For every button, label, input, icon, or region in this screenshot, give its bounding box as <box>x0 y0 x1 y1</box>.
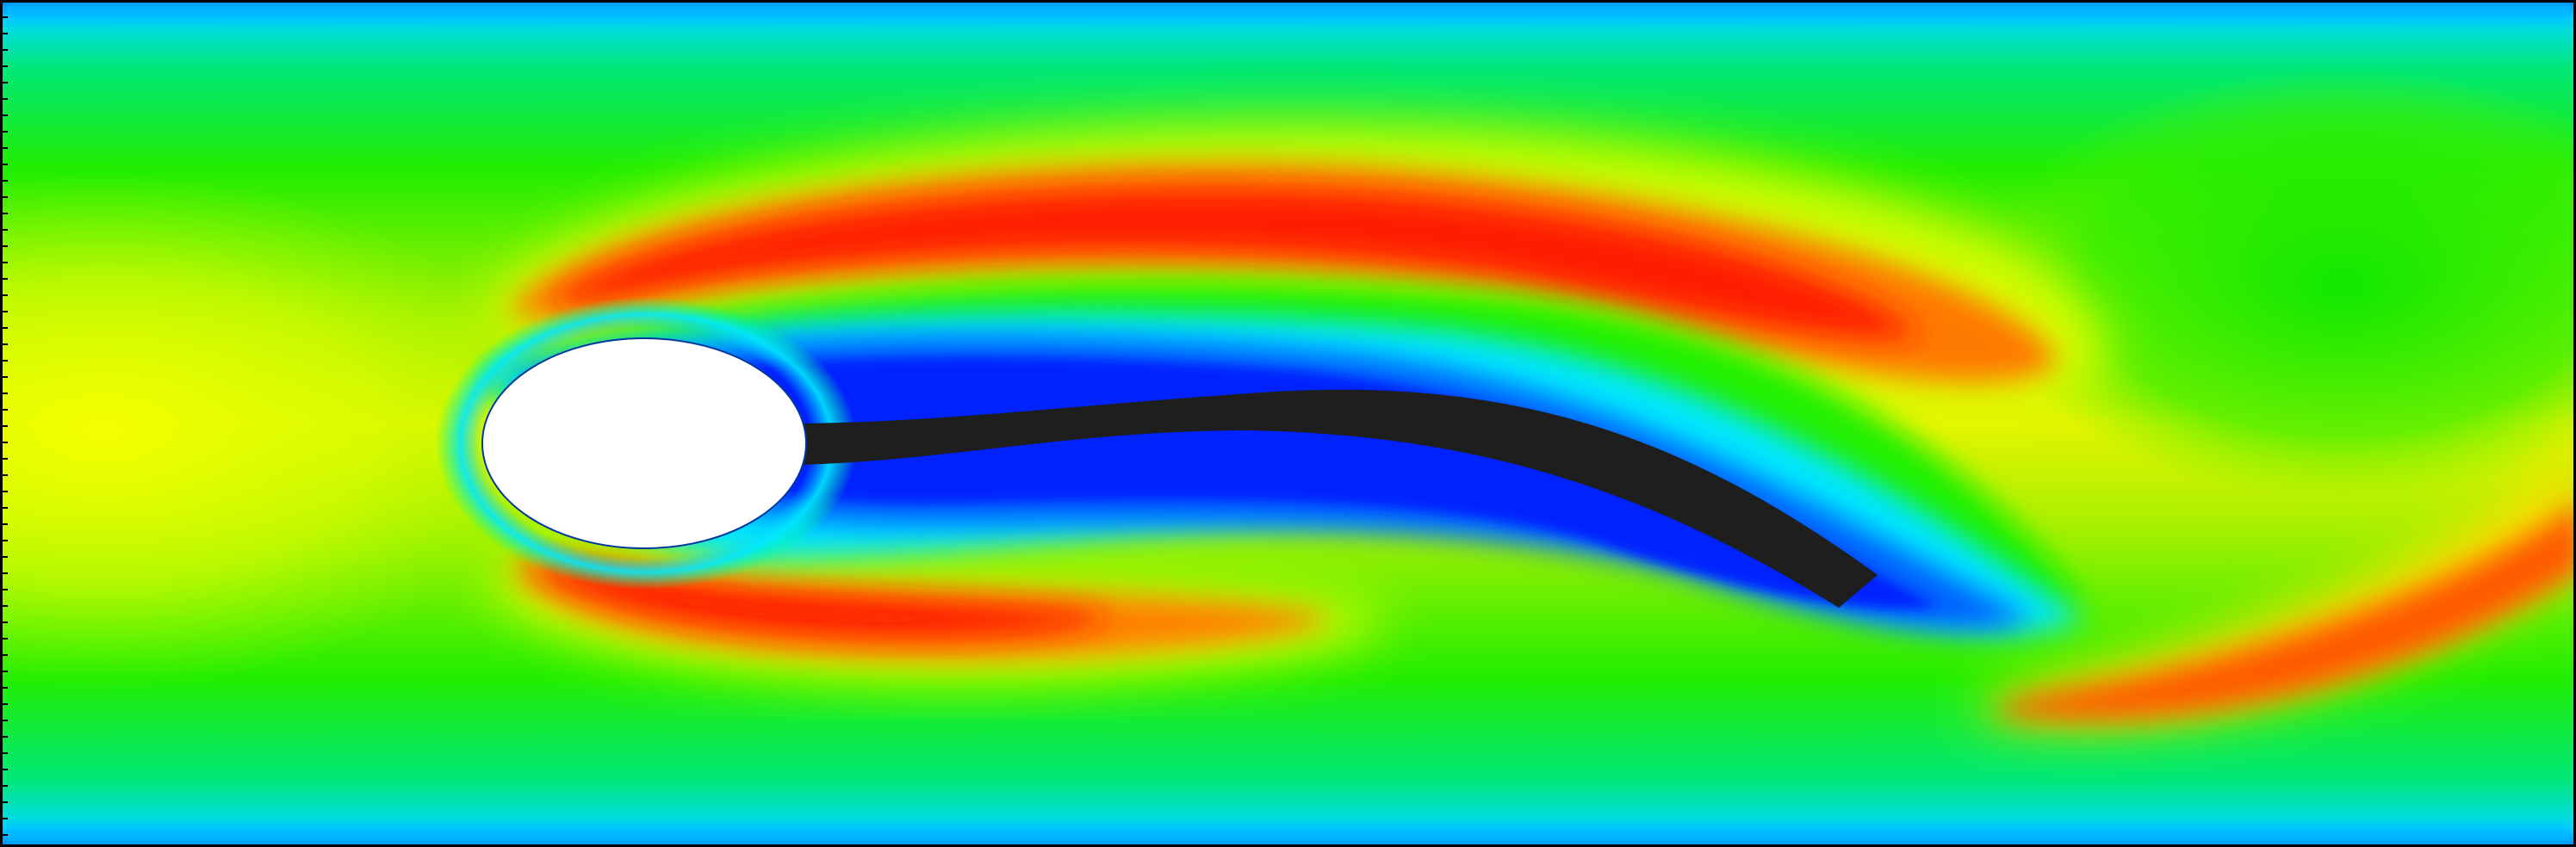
left-edge-ticks <box>3 16 8 836</box>
flexible-flap <box>801 389 1878 608</box>
cylinder <box>481 337 807 549</box>
